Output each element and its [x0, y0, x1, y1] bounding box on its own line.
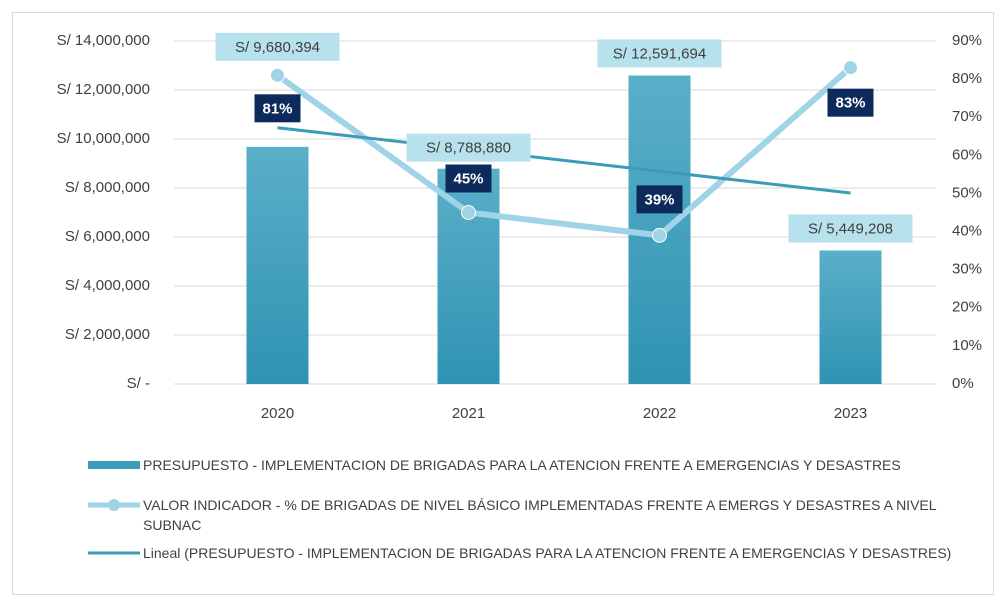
y-tick-label: S/ 8,000,000	[65, 179, 150, 196]
y2-tick-label: 90%	[952, 32, 982, 49]
data-label-box	[254, 94, 301, 123]
y2-tick-label: 30%	[952, 261, 982, 278]
y-tick-label: S/ 10,000,000	[57, 130, 150, 147]
bar	[246, 146, 309, 384]
y-tick-label: S/ 6,000,000	[65, 228, 150, 245]
data-label-box	[406, 133, 531, 162]
y-tick-label: S/ 2,000,000	[65, 326, 150, 343]
y-tick-label: S/ 14,000,000	[57, 32, 150, 49]
legend-swatch	[88, 461, 140, 469]
legend-item: Lineal (PRESUPUESTO - IMPLEMENTACION DE …	[88, 543, 978, 563]
data-label-box	[597, 39, 722, 68]
x-tick-label: 2023	[834, 405, 867, 422]
y2-tick-label: 0%	[952, 375, 974, 392]
marker	[461, 205, 476, 220]
y2-tick-label: 40%	[952, 223, 982, 240]
bar	[819, 250, 882, 384]
marker	[270, 67, 285, 83]
legend-label: VALOR INDICADOR - % DE BRIGADAS DE NIVEL…	[143, 497, 937, 533]
y2-tick-label: 80%	[952, 70, 982, 87]
data-label: 39%	[644, 191, 674, 208]
data-label: S/ 12,591,694	[613, 45, 706, 62]
y2-tick-label: 10%	[952, 337, 982, 354]
swatch-marker	[108, 499, 120, 511]
x-tick-label: 2020	[261, 405, 294, 422]
bar	[437, 168, 500, 384]
marker	[652, 227, 667, 243]
x-tick-label: 2021	[452, 405, 485, 422]
y-tick-label: S/ -	[127, 375, 150, 392]
data-label: S/ 5,449,208	[808, 220, 893, 237]
legend: PRESUPUESTO - IMPLEMENTACION DE BRIGADAS…	[88, 455, 978, 571]
chart-frame	[12, 12, 994, 595]
swatch	[88, 461, 140, 469]
legend-item: VALOR INDICADOR - % DE BRIGADAS DE NIVEL…	[88, 495, 978, 535]
legend-swatch	[88, 499, 140, 511]
data-label: 45%	[453, 170, 483, 187]
data-label-box	[827, 88, 874, 117]
data-label: 83%	[835, 95, 865, 112]
data-label-box	[788, 214, 913, 243]
data-label-box	[215, 32, 340, 61]
data-label: S/ 9,680,394	[235, 39, 320, 56]
y2-tick-label: 50%	[952, 184, 982, 201]
marker	[843, 60, 858, 76]
y-tick-label: S/ 12,000,000	[57, 81, 150, 98]
line	[275, 65, 853, 239]
data-label-box	[445, 164, 492, 193]
y2-tick-label: 60%	[952, 146, 982, 163]
legend-item: PRESUPUESTO - IMPLEMENTACION DE BRIGADAS…	[88, 455, 978, 475]
y-tick-label: S/ 4,000,000	[65, 277, 150, 294]
legend-swatch	[88, 551, 140, 555]
trend-line	[277, 126, 851, 195]
data-label-box	[636, 185, 683, 214]
legend-label: PRESUPUESTO - IMPLEMENTACION DE BRIGADAS…	[143, 457, 901, 473]
data-label: 81%	[262, 100, 292, 117]
y2-tick-label: 20%	[952, 299, 982, 316]
y2-tick-label: 70%	[952, 108, 982, 125]
x-tick-label: 2022	[643, 405, 676, 422]
legend-label: Lineal (PRESUPUESTO - IMPLEMENTACION DE …	[143, 545, 952, 561]
data-label: S/ 8,788,880	[426, 140, 511, 157]
